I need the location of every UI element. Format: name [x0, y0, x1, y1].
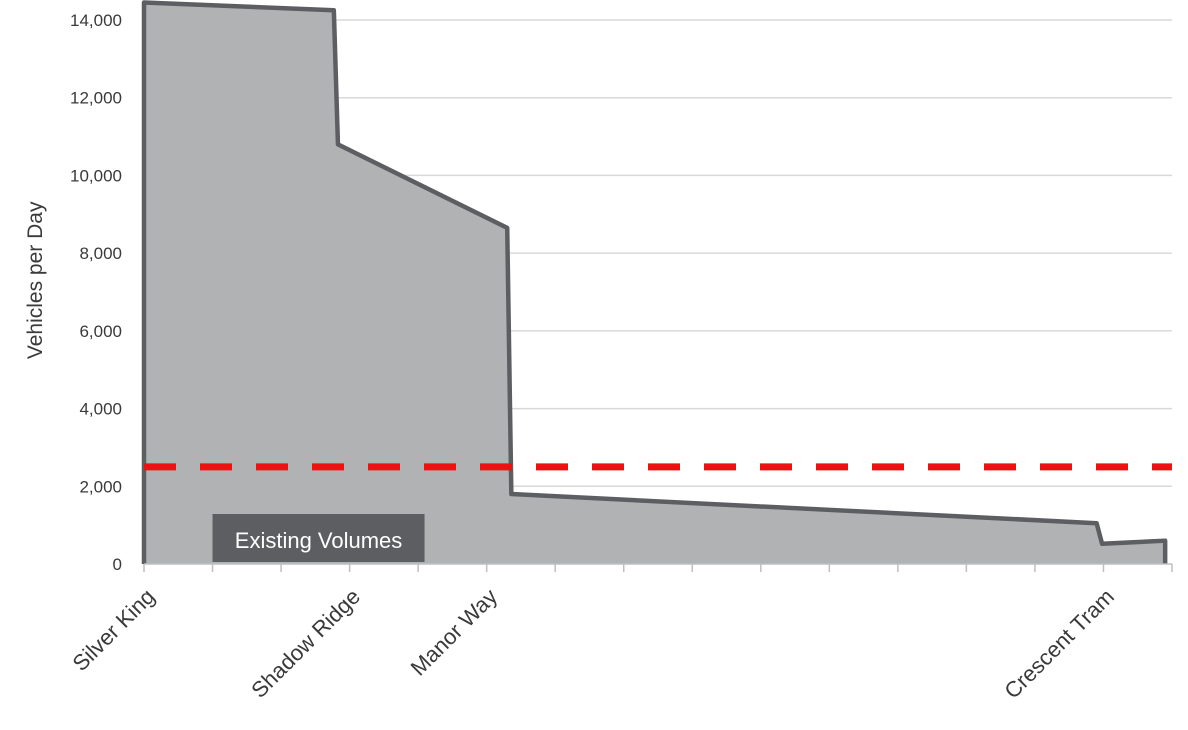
area-fill [144, 2, 1166, 565]
y-tick-label: 12,000 [70, 89, 122, 108]
x-category-labels: Silver King Shadow Ridge Manor Way Crescent… [68, 584, 1120, 704]
x-category-label: Crescent Tram [999, 584, 1119, 704]
x-axis [143, 563, 1173, 572]
y-tick-label: 2,000 [79, 477, 122, 496]
area-layer [141, 0, 1168, 565]
y-tick-label: 0 [113, 555, 122, 574]
y-tick-label: 8,000 [79, 244, 122, 263]
y-tick-labels: 0 2,000 4,000 6,000 8,000 10,000 12,000 14,000 [70, 11, 122, 574]
y-tick-label: 4,000 [79, 400, 122, 419]
annotation-box [212, 514, 425, 562]
y-tick-label: 14,000 [70, 11, 122, 30]
x-category-label: Shadow Ridge [246, 584, 365, 703]
annotation-label: Existing Volumes [235, 528, 403, 553]
y-tick-label: 6,000 [79, 322, 122, 341]
area-outline [141, 0, 1168, 564]
y-axis-title: Vehicles per Day [24, 201, 47, 359]
y-tick-label: 10,000 [70, 166, 122, 185]
x-category-label: Silver King [68, 584, 160, 676]
annotation-layer: Existing Volumes [212, 514, 425, 562]
x-category-label: Manor Way [406, 584, 503, 681]
